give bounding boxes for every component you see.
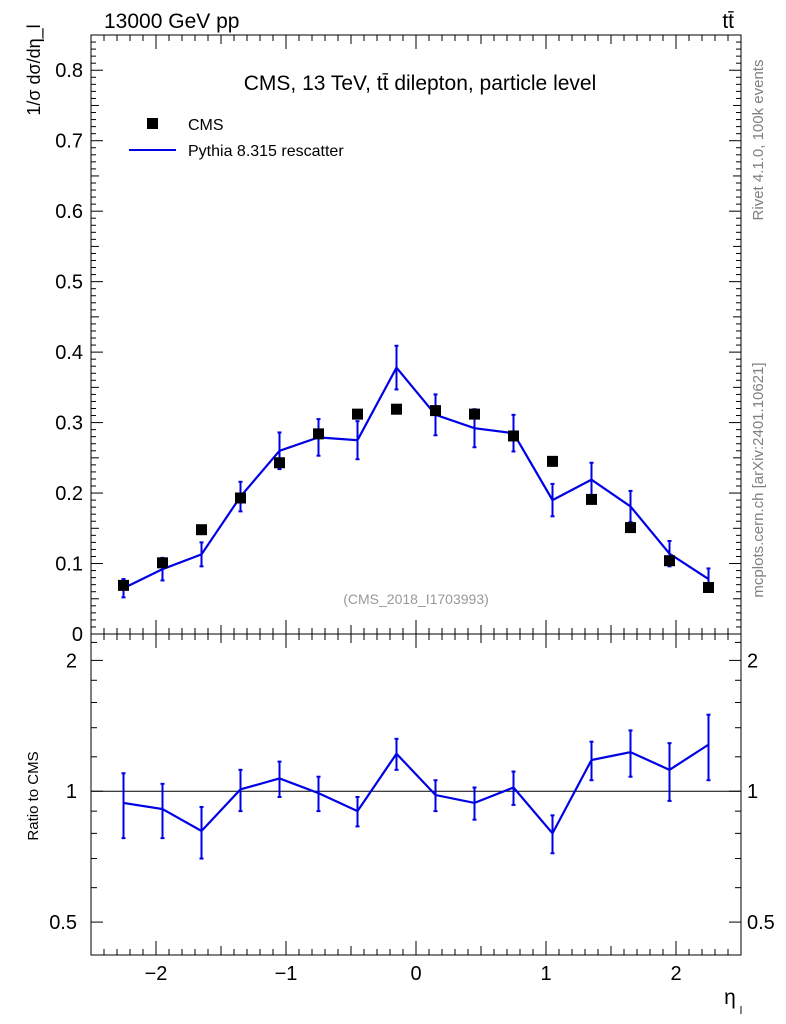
y-tick-label: 0 [72, 624, 83, 646]
data-point [235, 492, 246, 504]
y-tick-label: 0.5 [55, 272, 83, 294]
y-tick-label: 0.6 [55, 201, 83, 223]
ratio-error-bar [511, 770, 516, 806]
ratio-error-bar [238, 768, 243, 813]
plot-title: CMS, 13 TeV, tt̄ dilepton, particle leve… [244, 72, 597, 95]
legend-marker-cms [147, 118, 158, 129]
data-point [274, 457, 285, 469]
ratio-error-bar [589, 740, 594, 782]
ratio-error-bar [160, 782, 165, 840]
side-label-rivet: Rivet 4.1.0, 100k events [750, 60, 767, 221]
ratio-error-bar [550, 814, 555, 855]
x-axis-label: η [724, 986, 736, 1009]
ratio-tick-label-right: 1 [747, 781, 758, 803]
data-point [625, 522, 636, 534]
side-label-mcplots: mcplots.cern.ch [arXiv:2401.10621] [750, 362, 767, 597]
ratio-error-bar [277, 760, 282, 798]
x-tick-label: −1 [275, 963, 298, 985]
data-point [118, 579, 129, 591]
x-axis-label-subscript: l [740, 1005, 742, 1017]
legend-label-pythia: Pythia 8.315 rescatter [188, 143, 344, 160]
ratio-error-bar [706, 713, 711, 782]
data-point [430, 405, 441, 417]
y-tick-label: 0.7 [55, 131, 83, 153]
mc-error-bar [199, 541, 204, 568]
legend-label-cms: CMS [188, 117, 224, 134]
data-point [586, 493, 597, 505]
header-process-label: tt̄ [722, 10, 734, 33]
x-tick-label: 2 [670, 963, 681, 985]
ratio-error-bar [433, 779, 438, 813]
x-tick-label: −2 [145, 963, 168, 985]
data-point [313, 428, 324, 440]
data-point [703, 581, 714, 593]
data-point [352, 408, 363, 420]
data-point [157, 557, 168, 569]
ratio-error-bar [667, 742, 672, 802]
y-tick-label: 0.3 [55, 413, 83, 435]
y-tick-label: 0.2 [55, 483, 83, 505]
x-tick-label: 1 [540, 963, 551, 985]
ratio-error-bar [199, 805, 204, 860]
ratio-axis-label-text: Ratio to CMS [25, 751, 42, 840]
data-point [664, 555, 675, 567]
mc-error-bar [394, 344, 399, 391]
y-axis-label: 1/σ dσ/dη_l [24, 24, 45, 115]
mc-series-line [123, 365, 710, 590]
ratio-tick-label-left: 2 [66, 650, 77, 672]
ratio-tick-label-left: 1 [66, 781, 77, 803]
ratio-error-bar [355, 795, 360, 828]
ratio-tick-label-left: 0.5 [49, 912, 77, 934]
ratio-axis-label: Ratio to CMS [25, 751, 42, 840]
y-tick-label: 0.1 [55, 554, 83, 576]
ratio-plot-frame [90, 633, 742, 956]
ratio-error-bar [472, 786, 477, 821]
data-point [508, 430, 519, 442]
data-point [196, 524, 207, 536]
legend: CMS Pythia 8.315 rescatter [129, 117, 344, 160]
x-tick-label: 0 [410, 963, 421, 985]
y-axis-label-text: 1/σ dσ/dη_l [24, 24, 45, 115]
ratio-tick-label-right: 2 [747, 650, 758, 672]
ratio-series-line [123, 743, 710, 836]
ratio-error-bar [628, 729, 633, 778]
mc-error-bar [628, 489, 633, 523]
header-energy-label: 13000 GeV pp [104, 10, 239, 33]
ratio-tick-label-right: 0.5 [747, 912, 775, 934]
ratio-error-bar [394, 737, 399, 771]
data-point [469, 408, 480, 420]
ratio-error-bar [121, 772, 126, 840]
data-point [391, 403, 402, 415]
data-point [547, 455, 558, 467]
mc-error-bar [550, 482, 555, 518]
y-tick-label: 0.8 [55, 60, 83, 82]
mc-error-bar [355, 420, 360, 461]
analysis-watermark: (CMS_2018_I1703993) [343, 591, 489, 607]
ratio-error-bar [316, 775, 321, 813]
y-tick-label: 0.4 [55, 342, 83, 364]
